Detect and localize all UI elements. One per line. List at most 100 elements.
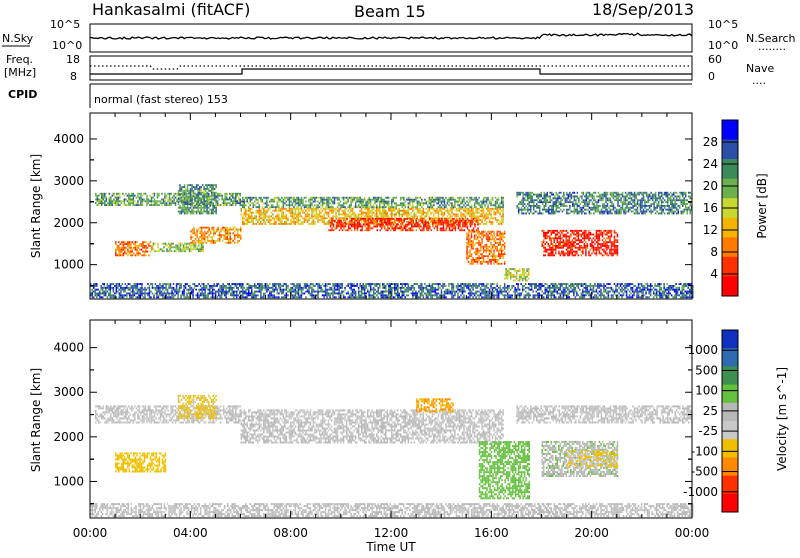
echo-cell	[366, 227, 368, 229]
echo-cell	[145, 245, 147, 247]
echo-cell	[585, 232, 587, 234]
echo-cell	[641, 197, 643, 199]
echo-cell	[376, 208, 378, 210]
echo-cell	[533, 213, 535, 215]
echo-cell	[190, 246, 192, 248]
echo-cell	[275, 221, 277, 223]
echo-cell	[609, 230, 611, 232]
echo-cell	[492, 235, 494, 237]
echo-cell	[569, 245, 571, 247]
echo-cell	[191, 209, 193, 211]
echo-cell	[376, 206, 378, 208]
echo-cell	[487, 250, 489, 252]
echo-cell	[266, 212, 268, 214]
echo-cell	[563, 254, 565, 256]
echo-cell	[468, 257, 470, 259]
echo-cell	[468, 235, 470, 237]
echo-cell	[175, 202, 177, 204]
echo-cell	[159, 248, 161, 250]
echo-cell	[116, 202, 118, 204]
echo-cell	[183, 248, 185, 250]
echo-cell	[593, 213, 595, 215]
echo-cell	[583, 205, 585, 207]
echo-cell	[202, 207, 204, 209]
echo-cell	[578, 239, 580, 241]
echo-cell	[220, 193, 222, 195]
echo-cell	[439, 206, 441, 208]
echo-cell	[344, 201, 346, 203]
echo-cell	[490, 233, 492, 235]
echo-cell	[198, 229, 200, 231]
echo-cell	[511, 274, 513, 276]
echo-cell	[641, 203, 643, 205]
echo-cell	[301, 221, 303, 223]
echo-cell	[493, 217, 495, 219]
echo-cell	[325, 206, 327, 208]
echo-cell	[316, 197, 318, 199]
echo-cell	[465, 215, 467, 217]
echo-cell	[201, 234, 203, 236]
echo-cell	[502, 257, 504, 259]
echo-cell	[241, 204, 243, 206]
echo-cell	[268, 219, 270, 221]
echo-cell	[608, 247, 610, 249]
echo-cell	[135, 241, 137, 243]
echo-cell	[606, 253, 608, 255]
echo-cell	[387, 204, 389, 206]
echo-cell	[471, 242, 473, 244]
echo-cell	[361, 206, 363, 208]
echo-cell	[231, 242, 233, 244]
echo-cell	[623, 196, 625, 198]
echo-cell	[262, 208, 264, 210]
echo-cell	[566, 199, 568, 201]
echo-cell	[608, 211, 610, 213]
echo-cell	[230, 242, 232, 244]
echo-cell	[591, 243, 593, 245]
echo-cell	[601, 213, 603, 215]
echo-cell	[292, 202, 294, 204]
echo-cell	[377, 229, 379, 231]
echo-cell	[283, 214, 285, 216]
echo-cell	[432, 208, 434, 210]
echo-cell	[474, 236, 476, 238]
echo-cell	[408, 215, 410, 217]
echo-cell	[371, 210, 373, 212]
echo-cell	[407, 229, 409, 231]
echo-cell	[525, 194, 527, 196]
echo-cell	[322, 219, 324, 221]
echo-cell	[323, 219, 325, 221]
echo-cell	[413, 222, 415, 224]
echo-cell	[598, 209, 600, 211]
echo-cell	[295, 201, 297, 203]
echo-cell	[575, 237, 577, 239]
echo-cell	[617, 197, 619, 199]
echo-cell	[281, 206, 283, 208]
echo-cell	[452, 227, 454, 229]
echo-cell	[519, 280, 521, 282]
echo-cell	[600, 245, 602, 247]
echo-cell	[484, 255, 486, 257]
echo-cell	[395, 227, 397, 229]
echo-cell	[322, 217, 324, 219]
echo-cell	[605, 194, 607, 196]
echo-cell	[192, 248, 194, 250]
echo-cell	[661, 203, 663, 205]
echo-cell	[676, 209, 678, 211]
echo-cell	[116, 204, 118, 206]
echo-cell	[439, 199, 441, 201]
echo-cell	[351, 222, 353, 224]
echo-cell	[644, 205, 646, 207]
echo-cell	[234, 193, 236, 195]
echo-cell	[225, 242, 227, 244]
echo-cell	[196, 194, 198, 196]
echo-cell	[501, 219, 503, 221]
echo-cell	[480, 233, 482, 235]
echo-cell	[490, 244, 492, 246]
echo-cell	[382, 215, 384, 217]
echo-cell	[384, 202, 386, 204]
echo-cell	[463, 208, 465, 210]
echo-cell	[393, 199, 395, 201]
echo-cell	[265, 217, 267, 219]
echo-cell	[502, 214, 504, 216]
echo-cell	[251, 215, 253, 217]
